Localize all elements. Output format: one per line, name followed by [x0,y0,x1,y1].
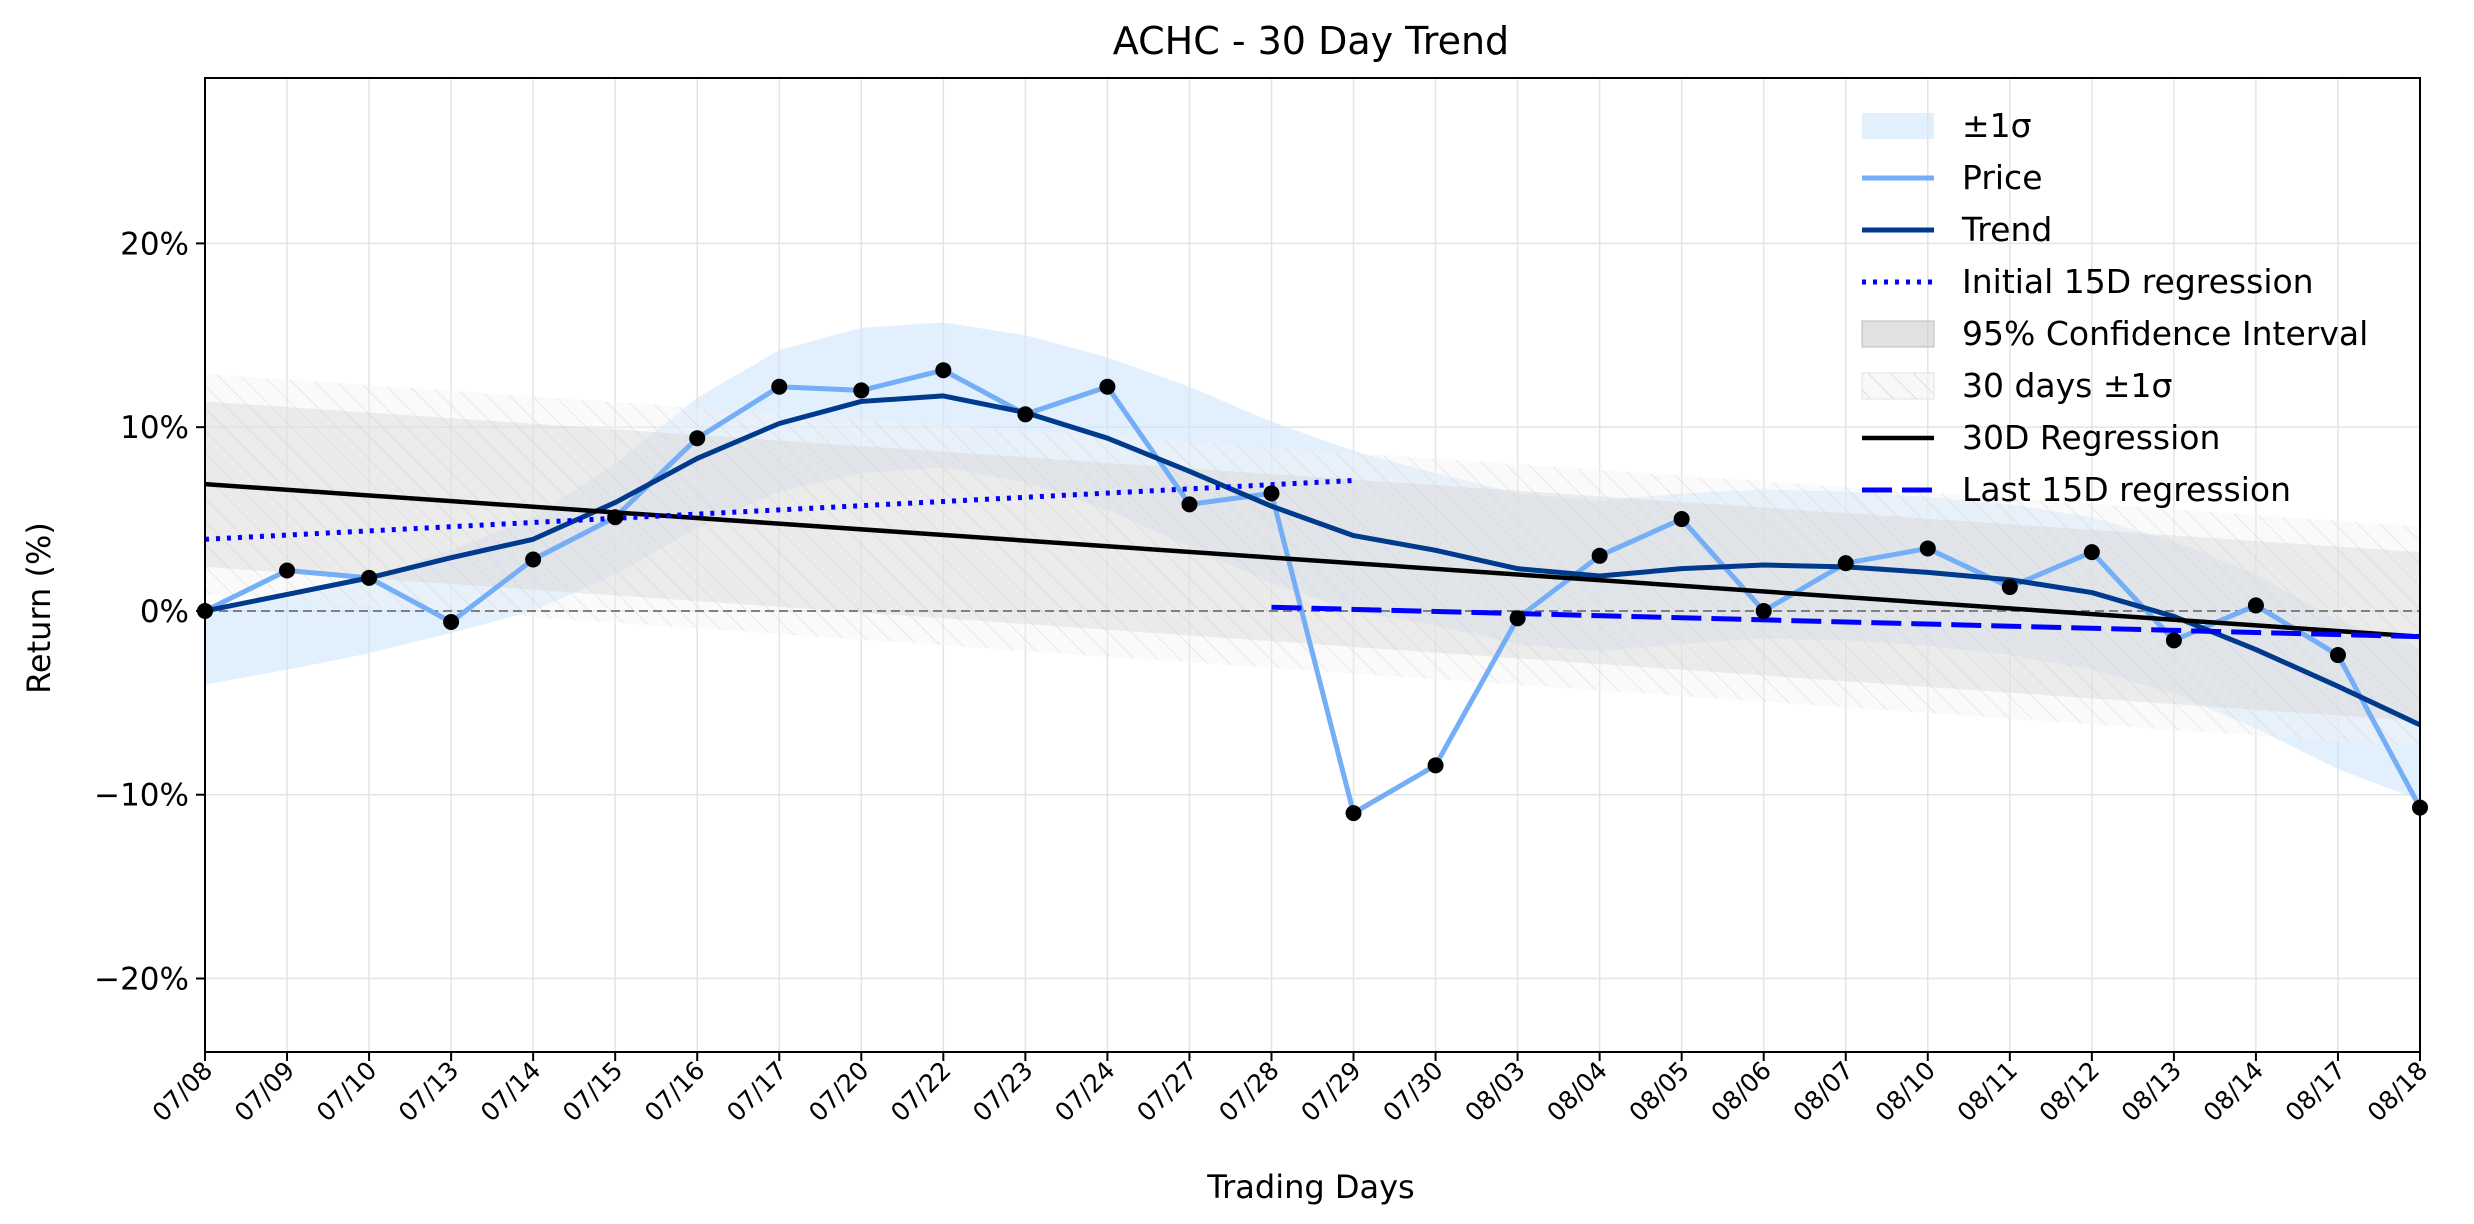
price-point [1017,406,1034,423]
price-point [443,613,460,630]
price-point [1263,485,1280,502]
x-tick-label: 07/28 [1213,1056,1284,1127]
x-tick-label: 07/13 [393,1056,464,1127]
price-point [1755,602,1772,619]
legend-label: 30 days ±1σ [1962,366,2172,405]
price-line [205,367,2420,816]
x-tick-label: 07/24 [1049,1056,1120,1127]
plot-frame [204,77,2421,1053]
y-tick-label: 10% [120,410,189,446]
price-point [2083,544,2100,561]
price-point [935,362,952,379]
x-tick-label: 07/22 [885,1056,956,1127]
x-tick-label: 08/05 [1623,1056,1694,1127]
legend-swatch-hatched [1861,372,1935,400]
legend-label: Last 15D regression [1962,470,2291,509]
price-point [525,551,542,568]
y-axis-label: Return (%) [20,522,58,694]
y-tick-label: 0% [140,594,189,630]
legend-item: Last 15D regression [1862,470,2291,509]
y-tick-label: 20% [120,226,189,262]
x-tick-label: 07/17 [721,1056,792,1127]
x-tick-label: 07/08 [147,1056,218,1127]
price-point [1919,540,1936,557]
legend-swatch-sigma [1862,113,1934,139]
price-point [1509,610,1526,627]
legend-label: Price [1962,158,2043,197]
x-tick-label: 08/18 [2362,1056,2433,1127]
x-tick-label: 08/04 [1541,1056,1612,1127]
regression-30d-line [205,481,2420,639]
x-tick-label: 07/23 [967,1056,1038,1127]
legend: ±1σ Price Trend Initial 15D regression 95% C… [1861,106,2368,509]
legend-item: 95% Confidence Interval [1861,314,2368,353]
x-tick-label: 08/12 [2034,1056,2105,1127]
x-tick-label: 08/06 [1705,1056,1776,1127]
x-tick-label: 08/07 [1788,1056,1859,1127]
x-tick-label: 07/10 [311,1056,382,1127]
last-15d-regression-line [1271,604,2420,640]
legend-item: Price [1862,158,2043,197]
x-tick-label: 07/09 [229,1056,300,1127]
legend-item: Trend [1862,210,2052,249]
x-tick-label: 08/11 [1952,1056,2023,1127]
x-tick-label: 07/16 [639,1056,710,1127]
legend-item: 30 days ±1σ [1861,366,2172,405]
price-point [689,430,706,447]
legend-item: Initial 15D regression [1862,262,2314,301]
initial-15d-regression-line [205,477,1354,542]
price-point [1673,511,1690,528]
x-tick-label: 08/03 [1459,1056,1530,1127]
price-point [1837,555,1854,572]
legend-item: 30D Regression [1862,418,2220,457]
legend-label: 95% Confidence Interval [1962,314,2368,353]
legend-label: 30D Regression [1962,418,2220,457]
price-markers [197,362,2428,822]
price-point [607,509,624,526]
legend-label: Trend [1961,210,2052,249]
x-tick-label: 07/27 [1131,1056,1202,1127]
legend-swatch-ci [1861,320,1935,348]
price-point [2247,597,2264,614]
legend-label: Initial 15D regression [1962,262,2314,301]
legend-item: ±1σ [1862,106,2032,145]
price-point [771,378,788,395]
price-point [279,562,296,579]
legend-label: ±1σ [1962,106,2032,145]
trend-line [205,393,2420,728]
price-point [2165,632,2182,649]
price-point [1181,496,1198,513]
x-tick-label: 08/10 [1870,1056,1941,1127]
price-point [1591,547,1608,564]
x-tick-label: 07/14 [475,1056,546,1127]
chart-title: ACHC - 30 Day Trend [1113,19,1509,63]
x-tick-label: 07/20 [803,1056,874,1127]
series-lines [205,367,2420,816]
price-point [361,569,378,586]
x-tick-label: 07/15 [557,1056,628,1127]
price-point [1345,805,1362,822]
x-tick-label: 08/17 [2280,1056,2351,1127]
x-tick-label: 08/13 [2116,1056,2187,1127]
price-point [1099,378,1116,395]
y-tick-label: −10% [94,778,189,814]
x-tick-label: 07/29 [1295,1056,1366,1127]
price-point [853,382,870,399]
x-axis-label: Trading Days [1206,1168,1414,1206]
x-tick-label: 08/14 [2198,1056,2269,1127]
price-point [1427,757,1444,774]
x-tick-label: 07/30 [1377,1056,1448,1127]
y-tick-label: −20% [94,961,189,997]
price-point [2329,647,2346,664]
price-point [2001,579,2018,596]
